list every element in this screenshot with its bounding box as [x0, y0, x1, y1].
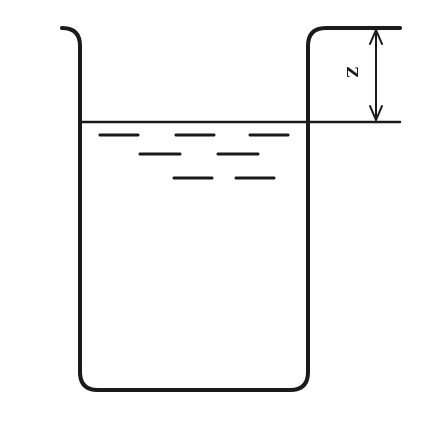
liquid-dashes	[98, 133, 290, 180]
beaker-outline	[60, 26, 402, 392]
arrow-head-top	[369, 29, 383, 45]
depth-label: Z	[343, 67, 361, 78]
arrow-head-bottom	[369, 105, 383, 121]
depth-dimension-arrow	[369, 29, 383, 121]
